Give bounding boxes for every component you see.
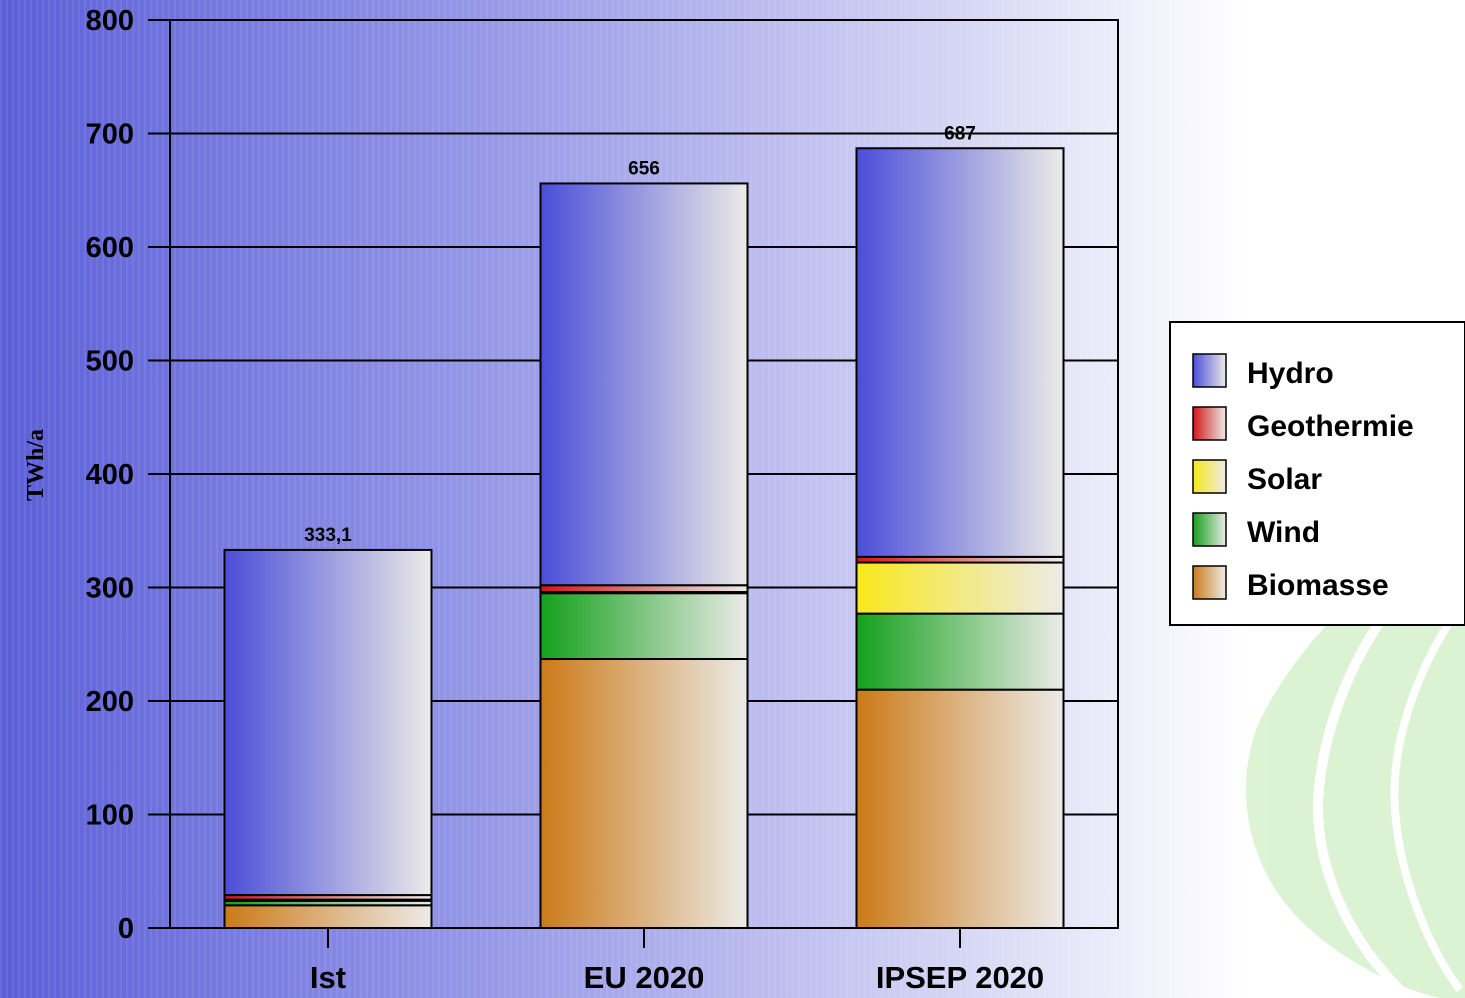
bar-ipsep-2020-biomasse (855, 688, 1065, 930)
y-tick-label-100: 100 (86, 800, 134, 832)
bar-eu-2020-geothermie (539, 584, 749, 594)
bar-eu-2020-wind (539, 592, 749, 661)
legend-swatch-wind (1192, 512, 1227, 547)
total-label-ipsep-2020: 687 (944, 123, 976, 144)
legend-swatch-geothermie (1192, 406, 1227, 441)
total-label-ist: 333,1 (304, 525, 352, 546)
bar-eu-2020-biomasse (539, 658, 749, 929)
legend: Hydro Geothermie Solar Wind Biomasse (1169, 321, 1465, 626)
y-tick-label-700: 700 (86, 119, 134, 151)
legend-label-geothermie: Geothermie (1247, 410, 1414, 443)
bar-eu-2020-hydro (539, 182, 749, 587)
y-tick-label-400: 400 (86, 459, 134, 491)
legend-label-wind: Wind (1247, 516, 1320, 549)
x-tick-label-eu-2020: EU 2020 (584, 960, 705, 995)
x-tick-label-ist: Ist (310, 960, 346, 995)
x-tick-label-ipsep-2020: IPSEP 2020 (876, 960, 1044, 995)
y-tick-label-800: 800 (86, 5, 134, 37)
y-tick-label-500: 500 (86, 346, 134, 378)
bar-ipsep-2020-solar (855, 561, 1065, 615)
plot-frame (169, 19, 1119, 929)
y-axis-label: TWh/a (23, 429, 49, 501)
y-tick-label-300: 300 (86, 573, 134, 605)
legend-swatch-hydro (1192, 353, 1227, 388)
bar-ist-hydro (223, 548, 433, 897)
legend-swatch-solar (1192, 459, 1227, 494)
legend-label-hydro: Hydro (1247, 357, 1334, 390)
bar-ipsep-2020-hydro (855, 147, 1065, 558)
bar-ist-biomasse (223, 904, 433, 929)
bar-ipsep-2020-wind (855, 612, 1065, 691)
legend-label-biomasse: Biomasse (1247, 569, 1389, 602)
legend-label-solar: Solar (1247, 463, 1322, 496)
y-tick-label-0: 0 (118, 913, 134, 945)
y-tick-label-200: 200 (86, 686, 134, 718)
y-tick-label-600: 600 (86, 232, 134, 264)
legend-swatch-biomasse (1192, 565, 1227, 600)
total-label-eu-2020: 656 (628, 158, 660, 179)
